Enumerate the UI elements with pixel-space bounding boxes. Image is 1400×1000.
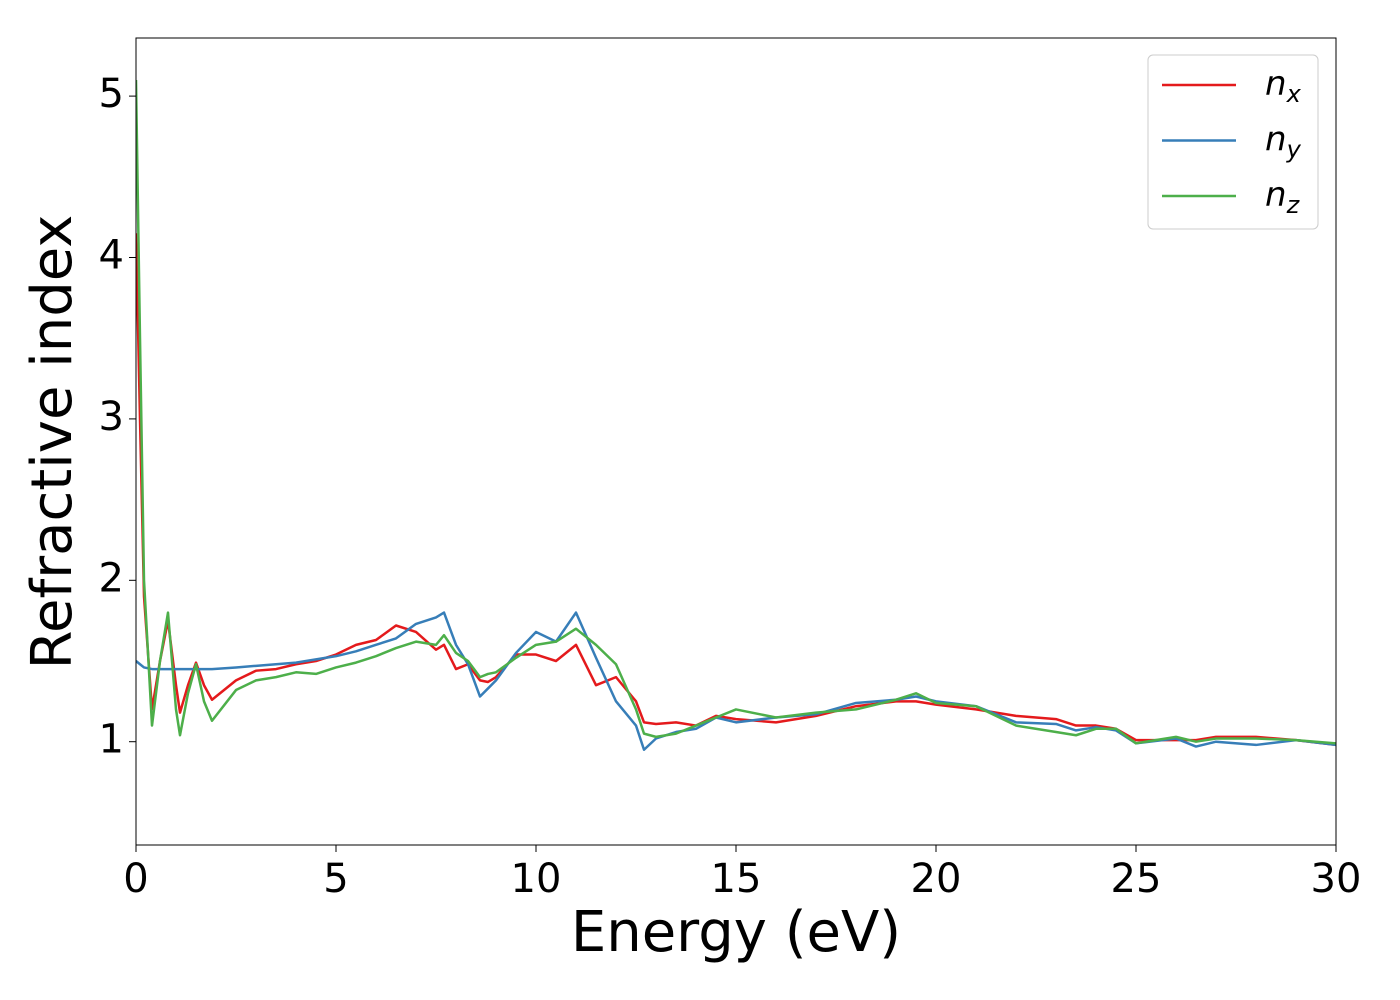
y-tick-label: 5	[99, 71, 124, 117]
legend-box	[1147, 54, 1319, 230]
x-tick-label: 15	[711, 856, 762, 902]
x-tick-label: 5	[323, 856, 348, 902]
legend-label: nz	[1265, 175, 1301, 220]
x-tick-label: 25	[1111, 856, 1162, 902]
y-tick-label: 4	[99, 233, 124, 279]
data-line	[136, 233, 1336, 747]
x-tick-label: 0	[123, 856, 148, 902]
data-line	[136, 79, 1336, 745]
legend-label: ny	[1265, 119, 1302, 164]
x-axis-label: Energy (eV)	[571, 900, 901, 965]
legend-label: nx	[1265, 64, 1302, 109]
y-axis-label: Refractive index	[20, 215, 85, 670]
y-tick-label: 1	[99, 717, 124, 763]
y-tick-label: 2	[99, 555, 124, 601]
y-tick-label: 3	[99, 394, 124, 440]
data-line	[136, 611, 1336, 752]
x-tick-label: 20	[911, 856, 962, 902]
x-tick-label: 10	[511, 856, 562, 902]
plot-frame	[135, 37, 1337, 846]
x-tick-label: 30	[1311, 856, 1362, 902]
